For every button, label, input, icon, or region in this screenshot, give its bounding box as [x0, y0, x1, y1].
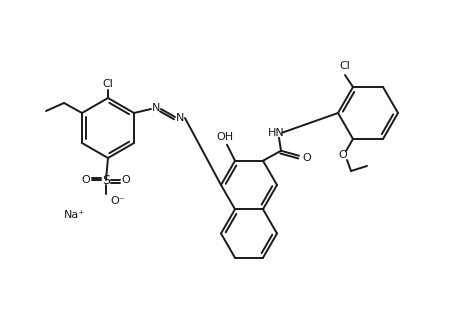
Text: O: O: [303, 153, 311, 163]
Text: N: N: [152, 103, 160, 113]
Text: O⁻: O⁻: [110, 196, 125, 206]
Text: O: O: [81, 175, 91, 185]
Text: Cl: Cl: [339, 61, 350, 71]
Text: HN: HN: [268, 128, 284, 138]
Text: Cl: Cl: [102, 79, 113, 89]
Text: O: O: [339, 150, 347, 160]
Text: N: N: [176, 113, 184, 123]
Text: O: O: [121, 175, 131, 185]
Text: OH: OH: [217, 132, 233, 142]
Text: Na⁺: Na⁺: [63, 210, 85, 220]
Text: S: S: [102, 174, 110, 187]
